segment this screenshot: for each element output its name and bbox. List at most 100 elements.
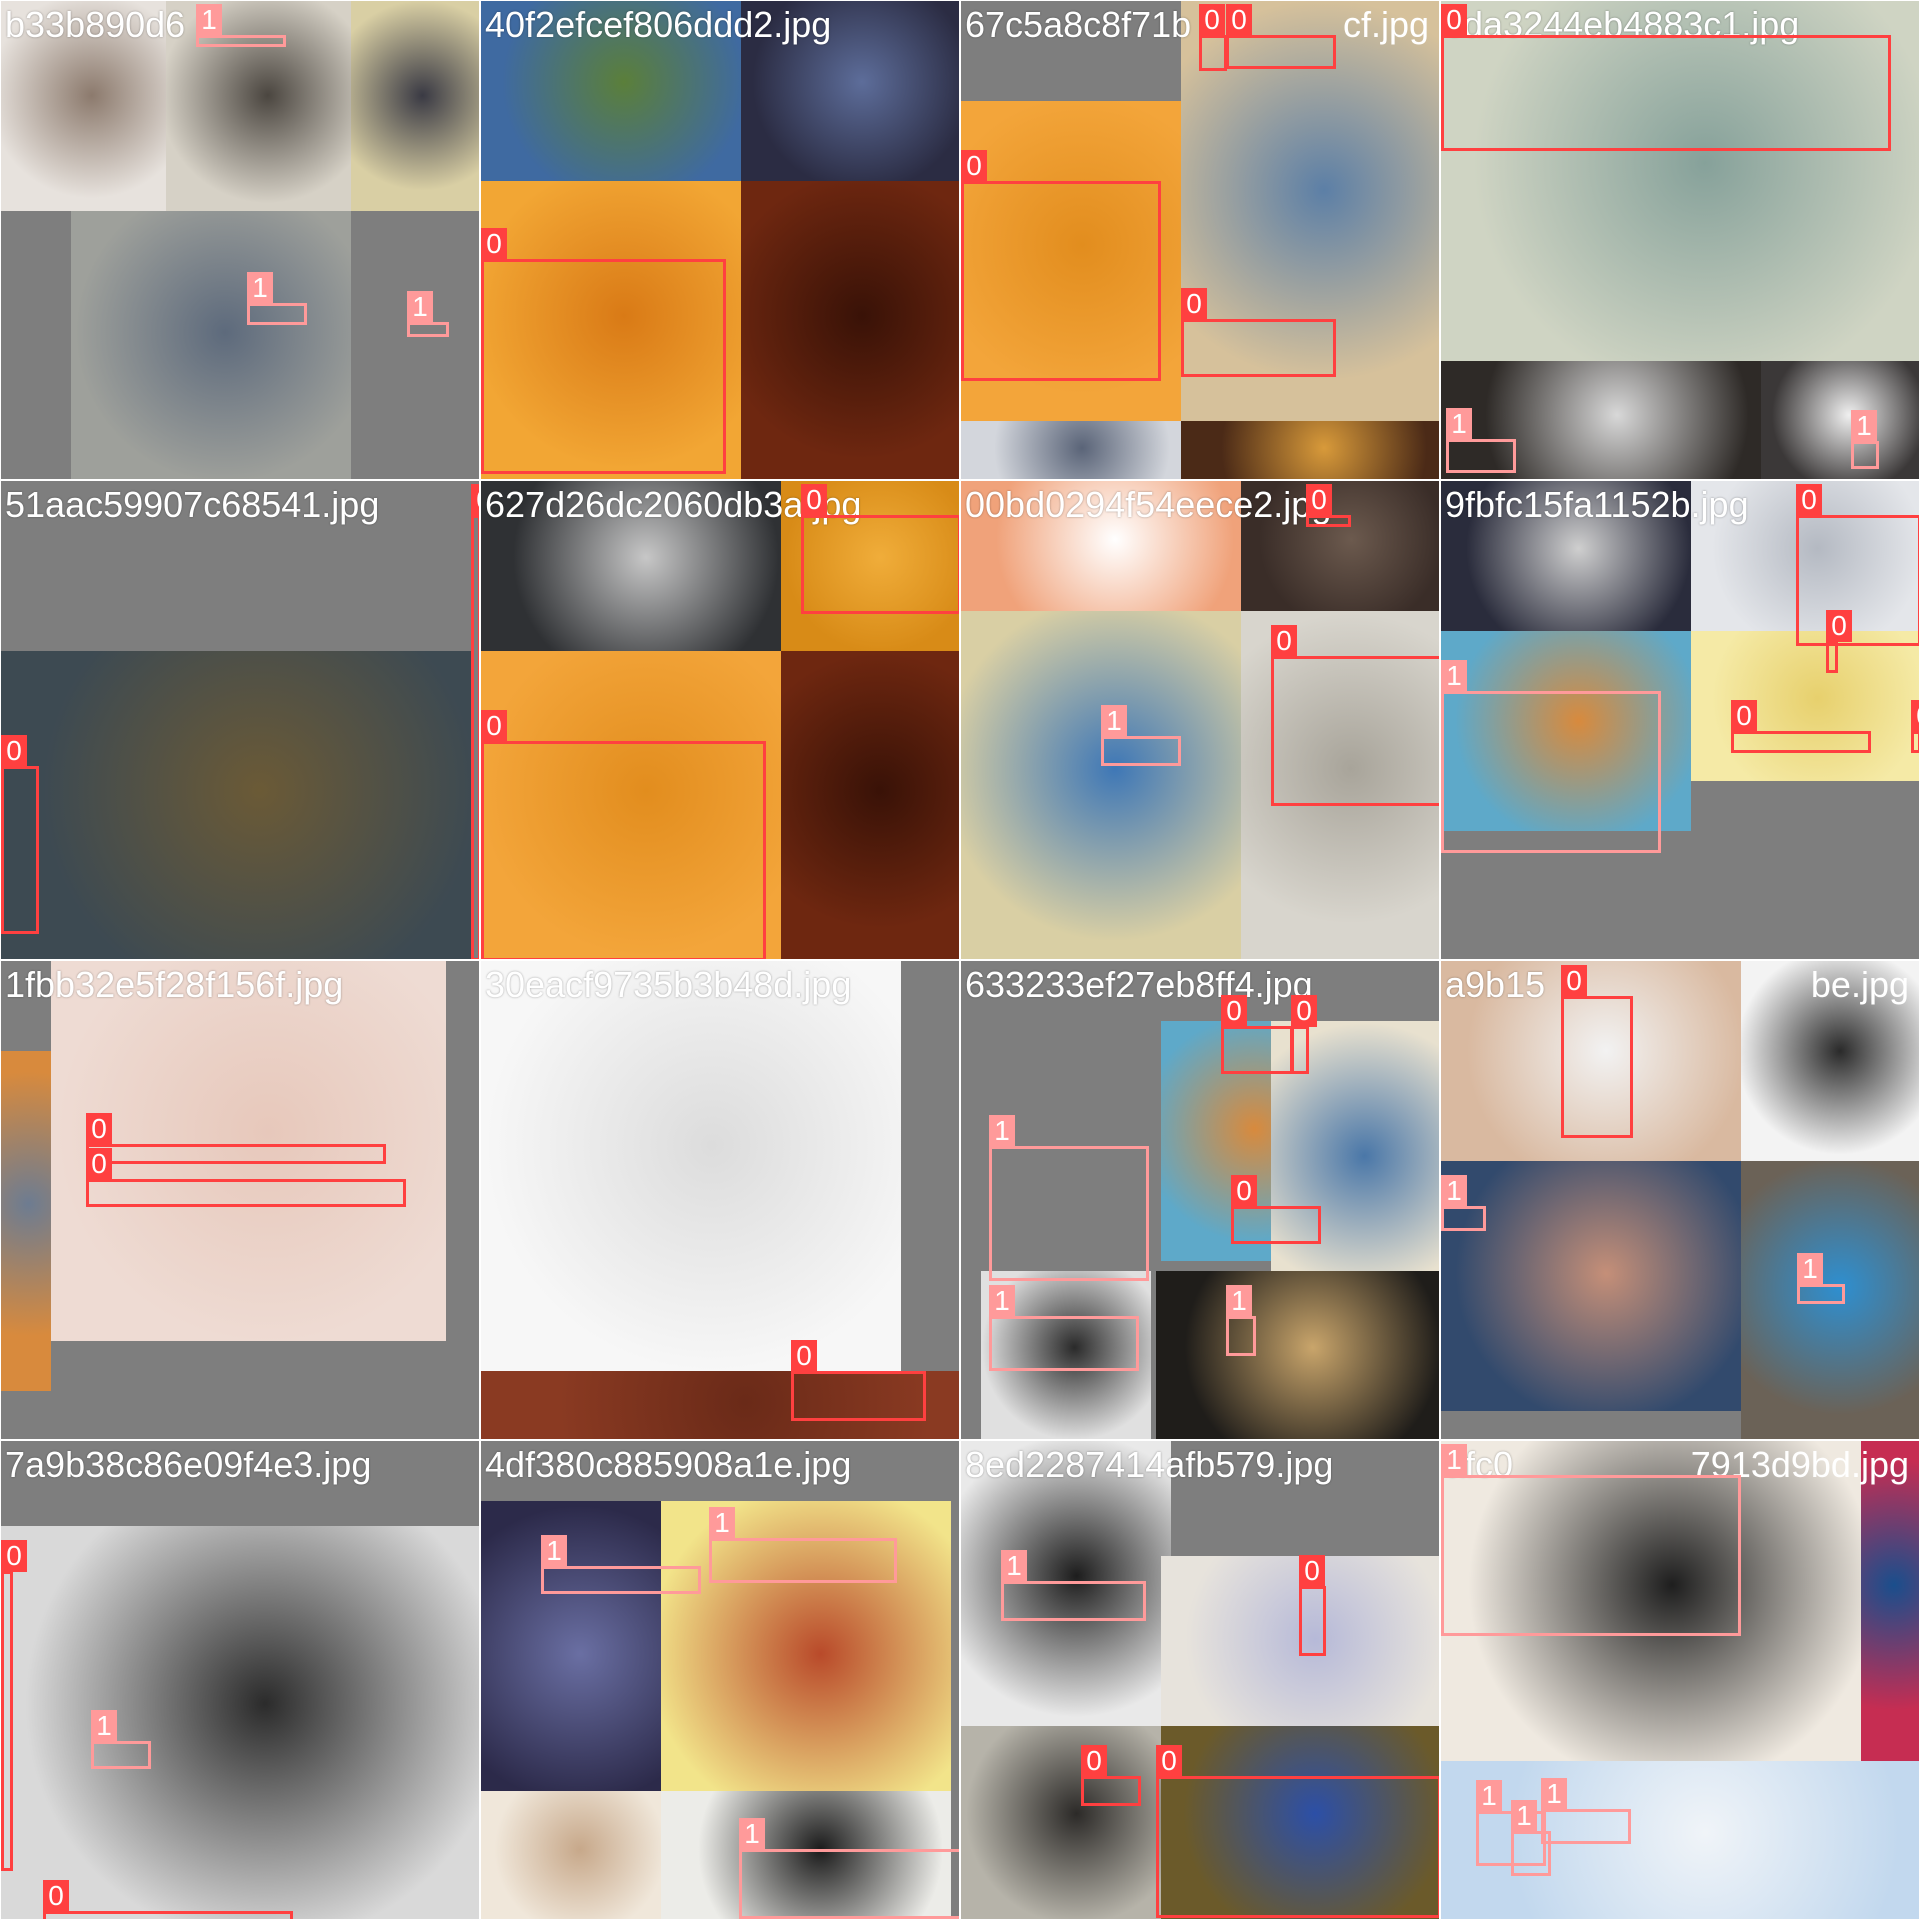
photo-crop [961, 481, 1241, 611]
photo-crop [1, 651, 471, 959]
image-filename: a9b15 [1445, 964, 1546, 1005]
bounding-box-class-0: 0 [961, 150, 1161, 381]
bounding-box-label: 0 [1221, 995, 1247, 1027]
bounding-box-class-0: 0 [1181, 288, 1336, 377]
bounding-box-label: 0 [1081, 1745, 1107, 1777]
bounding-box-class-1: 1 [407, 291, 449, 337]
photo-crop [961, 1441, 1171, 1741]
bounding-box-class-1: 1 [541, 1535, 701, 1594]
photo-crop [481, 1, 741, 181]
photo-crop [481, 1791, 661, 1919]
bounding-box-label: 1 [1446, 408, 1472, 440]
bounding-box-label: 0 [481, 710, 507, 742]
mosaic-tile: 4df380c885908a1e.jpg 1 1 1 [480, 1440, 960, 1920]
photo-crop [481, 1501, 661, 1841]
bounding-box-label: 0 [791, 1340, 817, 1372]
bounding-box-label: 0 [1156, 1745, 1182, 1777]
bounding-box-class-1: 1 [739, 1818, 959, 1919]
bounding-box-class-0: 0 [1731, 700, 1871, 753]
bounding-box-label: 1 [1541, 1778, 1567, 1810]
bounding-box-class-1: 1 [1446, 408, 1516, 473]
bounding-box-label: 1 [1441, 1444, 1467, 1476]
mosaic-tile: 00bd0294f54eece2.jpg 0 0 1 [960, 480, 1440, 960]
photo-crop [781, 651, 959, 959]
photo-crop [1, 1526, 479, 1919]
photo-crop [1741, 1161, 1919, 1439]
mosaic-tile: 9fbfc15fa1152b.jpg 0 0 1 0 0 [1440, 480, 1920, 960]
mosaic-tile: afc0 7913d9bd.jpg 1 1 1 1 [1440, 1440, 1920, 1920]
bounding-box-class-0: 0 [791, 1340, 926, 1421]
bounding-box-label: 0 [1226, 4, 1252, 36]
photo-crop [1181, 421, 1439, 479]
photo-crop [1441, 361, 1761, 479]
photo-crop [961, 611, 1241, 959]
bounding-box-class-1: 1 [1851, 410, 1879, 469]
image-filename-tail: cf.jpg [1342, 4, 1429, 45]
photo-crop [481, 181, 741, 479]
bounding-box-class-0: 0 [86, 1148, 406, 1207]
bounding-box-class-0: 0 [1081, 1745, 1141, 1806]
bounding-box-class-0: 0 [1226, 4, 1336, 69]
bounding-box-label: 0 [1299, 1555, 1325, 1587]
image-filename: 30eacf9735b3b48d.jpg [485, 964, 852, 1005]
bounding-box-class-1: 1 [1441, 1175, 1486, 1231]
photo-crop [1441, 1, 1919, 361]
bounding-box-class-0: 0 [1796, 484, 1919, 646]
image-filename: 7a9b38c86e09f4e3.jpg [5, 1444, 372, 1485]
bounding-box-label: 0 [1826, 610, 1852, 642]
photo-crop [71, 211, 351, 479]
photo-crop [481, 481, 781, 651]
bounding-box-label: 0 [1911, 700, 1919, 732]
photo-crop [1156, 1271, 1439, 1439]
mosaic-tile: cda3244eb4883c1.jpg 0 1 1 [1440, 0, 1920, 480]
bounding-box-label: 1 [1511, 1800, 1537, 1832]
bounding-box-label: 0 [1, 1540, 27, 1572]
bounding-box-label: 1 [709, 1507, 735, 1539]
bounding-box-class-0: 0 [1156, 1745, 1439, 1918]
image-filename-tail: 7913d9bd.jpg [1690, 1444, 1909, 1485]
bounding-box-class-0: 0 [1291, 995, 1317, 1074]
bounding-box-label: 0 [1271, 625, 1297, 657]
bounding-box-class-0: 0 [1231, 1175, 1321, 1244]
photo-crop [51, 961, 446, 1341]
bounding-box-label: 0 [1441, 4, 1467, 36]
bounding-box-label: 1 [247, 272, 273, 304]
bounding-box-label: 0 [86, 1113, 112, 1145]
photo-crop [481, 651, 781, 959]
image-filename: 8ed2287414afb579.jpg [965, 1444, 1334, 1485]
image-filename: 67c5a8c8f71b [965, 4, 1192, 45]
mosaic-tile: a9b15 be.jpg 0 1 1 [1440, 960, 1920, 1440]
bounding-box-label: 0 [1561, 965, 1587, 997]
photo-crop [481, 961, 901, 1371]
bounding-box-class-0: 0 [1, 735, 39, 934]
bounding-box-label: 0 [1731, 700, 1757, 732]
bounding-box-class-1: 1 [1226, 1285, 1256, 1356]
bounding-box-class-1: 1 [196, 4, 286, 47]
photo-crop [1441, 631, 1691, 831]
bounding-box-class-1: 1 [1001, 1550, 1146, 1621]
bounding-box-class-0: 0 [86, 1113, 386, 1164]
photo-crop [481, 1371, 959, 1439]
photo-crop [1741, 961, 1919, 1161]
bounding-box-label: 1 [1851, 410, 1877, 442]
photo-crop [1241, 611, 1439, 959]
mosaic-tile: 633233ef27eb8ff4.jpg 0 0 0 1 1 1 [960, 960, 1440, 1440]
image-filename: cda3244eb4883c1.jpg [1445, 4, 1800, 45]
bounding-box-class-0: 0 [1199, 4, 1227, 71]
bounding-box-class-0: 0 [1299, 1555, 1326, 1656]
bounding-box-label: 1 [1226, 1285, 1252, 1317]
photo-crop [1861, 1441, 1919, 1761]
bounding-box-label: 1 [407, 291, 433, 323]
bounding-box-class-1: 1 [1511, 1800, 1551, 1876]
bounding-box-class-0: 0 [1911, 700, 1919, 753]
bounding-box-label: 0 [1, 735, 27, 767]
bounding-box-label: 0 [86, 1148, 112, 1180]
bounding-box-label: 1 [91, 1710, 117, 1742]
bounding-box-label: 1 [1001, 1550, 1027, 1582]
image-filename: 40f2efcef806ddd2.jpg [485, 4, 832, 45]
bounding-box-class-0: 0 [1441, 4, 1891, 151]
bounding-box-label: 1 [1441, 1175, 1467, 1207]
mosaic-tile: 51aac59907c68541.jpg 0 0 [0, 480, 480, 960]
bounding-box-label: 0 [1181, 288, 1207, 320]
bounding-box-label: 0 [1796, 484, 1822, 516]
